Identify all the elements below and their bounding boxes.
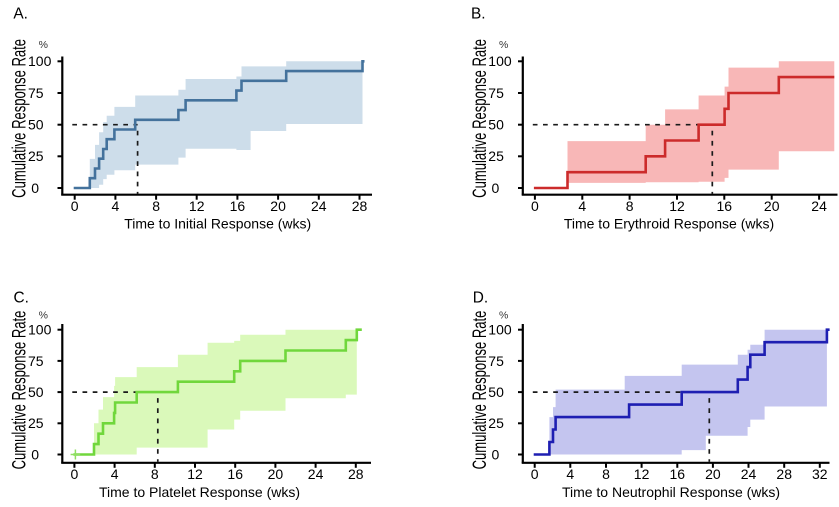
svg-text:%: % (39, 39, 48, 51)
svg-text:Time to Initial Response (wks): Time to Initial Response (wks) (124, 215, 311, 231)
svg-text:Cumulative Response Rate: Cumulative Response Rate (8, 311, 30, 470)
svg-text:Cumulative Response Rate: Cumulative Response Rate (468, 39, 490, 198)
svg-text:0: 0 (531, 466, 539, 482)
svg-text:4: 4 (566, 466, 574, 482)
svg-text:100: 100 (28, 53, 52, 69)
svg-text:24: 24 (811, 198, 827, 214)
svg-text:12: 12 (187, 466, 203, 482)
svg-text:100: 100 (488, 53, 512, 69)
svg-text:0: 0 (71, 466, 79, 482)
svg-text:C.: C. (14, 289, 29, 306)
svg-text:20: 20 (270, 198, 286, 214)
svg-text:75: 75 (488, 353, 504, 369)
svg-text:50: 50 (28, 384, 44, 400)
svg-text:100: 100 (488, 322, 512, 338)
svg-text:8: 8 (152, 198, 160, 214)
svg-text:Time to Erythroid Response (wk: Time to Erythroid Response (wks) (564, 215, 774, 231)
svg-text:100: 100 (28, 322, 52, 338)
svg-text:8: 8 (151, 466, 159, 482)
svg-text:20: 20 (764, 198, 780, 214)
svg-text:75: 75 (488, 85, 504, 101)
svg-text:20: 20 (705, 466, 721, 482)
svg-text:24: 24 (741, 466, 757, 482)
svg-text:16: 16 (230, 198, 246, 214)
svg-text:%: % (499, 39, 508, 51)
svg-text:Time to Neutrophil Response (w: Time to Neutrophil Response (wks) (562, 484, 780, 500)
svg-text:25: 25 (28, 415, 44, 431)
svg-text:32: 32 (812, 466, 828, 482)
svg-text:D.: D. (473, 289, 488, 306)
svg-text:%: % (39, 310, 48, 322)
svg-text:50: 50 (488, 117, 504, 133)
svg-text:8: 8 (626, 198, 634, 214)
svg-text:25: 25 (488, 148, 504, 164)
svg-text:8: 8 (602, 466, 610, 482)
svg-text:4: 4 (578, 198, 586, 214)
svg-text:Time to Platelet Response (wks: Time to Platelet Response (wks) (99, 484, 300, 500)
svg-text:4: 4 (111, 466, 119, 482)
svg-text:0: 0 (31, 180, 39, 196)
svg-text:12: 12 (634, 466, 650, 482)
svg-text:24: 24 (311, 198, 327, 214)
svg-text:25: 25 (28, 148, 44, 164)
svg-text:75: 75 (28, 353, 44, 369)
svg-text:B.: B. (471, 5, 486, 22)
svg-text:16: 16 (717, 198, 733, 214)
svg-text:0: 0 (71, 198, 79, 214)
svg-text:24: 24 (308, 466, 324, 482)
svg-text:50: 50 (28, 117, 44, 133)
svg-text:Cumulative Response Rate: Cumulative Response Rate (468, 311, 490, 470)
svg-text:75: 75 (28, 85, 44, 101)
svg-text:4: 4 (112, 198, 120, 214)
svg-text:50: 50 (488, 384, 504, 400)
svg-text:A.: A. (13, 5, 28, 22)
svg-text:12: 12 (189, 198, 205, 214)
svg-text:12: 12 (669, 198, 685, 214)
svg-text:28: 28 (348, 466, 364, 482)
svg-text:0: 0 (31, 446, 39, 462)
svg-text:28: 28 (776, 466, 792, 482)
svg-text:20: 20 (268, 466, 284, 482)
svg-text:0: 0 (531, 198, 539, 214)
svg-text:28: 28 (352, 198, 368, 214)
svg-text:0: 0 (492, 180, 500, 196)
svg-text:16: 16 (227, 466, 243, 482)
svg-text:Cumulative Response Rate: Cumulative Response Rate (8, 39, 30, 198)
svg-text:25: 25 (488, 415, 504, 431)
svg-text:0: 0 (492, 446, 500, 462)
svg-text:16: 16 (670, 466, 686, 482)
svg-text:%: % (499, 310, 508, 322)
